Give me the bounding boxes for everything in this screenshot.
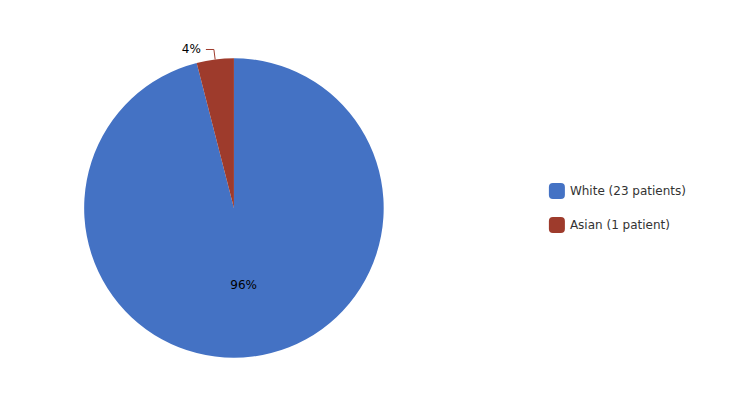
svg-text:96%: 96% bbox=[230, 278, 257, 292]
svg-text:Asian (1 patient): Asian (1 patient) bbox=[570, 218, 670, 232]
svg-text:4%: 4% bbox=[182, 42, 201, 56]
svg-text:White (23 patients): White (23 patients) bbox=[570, 184, 686, 198]
